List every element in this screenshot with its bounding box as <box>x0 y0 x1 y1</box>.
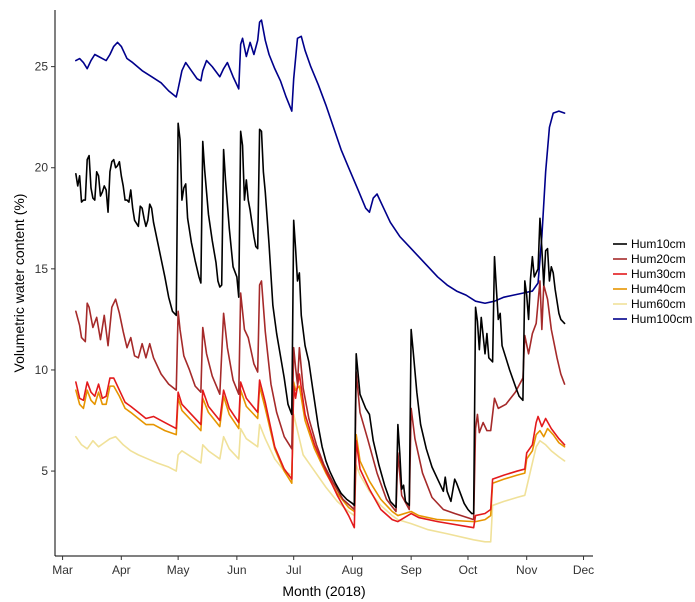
x-tick-label-mar: Mar <box>52 563 73 577</box>
series-line-hum100cm <box>75 19 566 305</box>
x-tick-label-apr: Apr <box>112 563 131 577</box>
legend-label-hum10cm: Hum10cm <box>631 237 686 251</box>
legend-label-hum20cm: Hum20cm <box>631 252 686 266</box>
x-tick-label-sep: Sep <box>400 563 422 577</box>
legend-label-hum30cm: Hum30cm <box>631 267 686 281</box>
plot-axes <box>54 10 593 557</box>
series-lines <box>75 19 566 543</box>
series-line-hum30cm <box>75 373 566 529</box>
y-tick-label-10: 10 <box>35 363 49 377</box>
x-tick-label-may: May <box>167 563 190 577</box>
legend-label-hum60cm: Hum60cm <box>631 297 686 311</box>
x-tick-label-jun: Jun <box>227 563 246 577</box>
y-ticks: 5 10 15 20 25 <box>35 60 55 478</box>
legend-label-hum40cm: Hum40cm <box>631 282 686 296</box>
series-line-hum10cm <box>75 122 566 515</box>
y-tick-label-20: 20 <box>35 161 49 175</box>
y-tick-label-25: 25 <box>35 60 49 74</box>
y-tick-label-15: 15 <box>35 262 49 276</box>
series-line-hum20cm <box>75 280 566 521</box>
legend-label-hum100cm: Hum100cm <box>631 312 692 326</box>
x-axis-title: Month (2018) <box>282 583 365 599</box>
y-tick-label-5: 5 <box>41 464 48 478</box>
x-ticks: Mar Apr May Jun Jul Aug Sep Oct Nov Dec <box>52 556 594 577</box>
x-tick-label-aug: Aug <box>342 563 363 577</box>
x-tick-label-dec: Dec <box>573 563 594 577</box>
x-tick-label-nov: Nov <box>516 563 537 577</box>
legend: Hum10cmHum20cmHum30cmHum40cmHum60cmHum10… <box>613 237 692 326</box>
y-axis-title: Volumetric water content (%) <box>11 194 27 373</box>
series-line-hum40cm <box>75 381 566 523</box>
x-tick-label-oct: Oct <box>459 563 478 577</box>
x-tick-label-jul: Jul <box>286 563 301 577</box>
